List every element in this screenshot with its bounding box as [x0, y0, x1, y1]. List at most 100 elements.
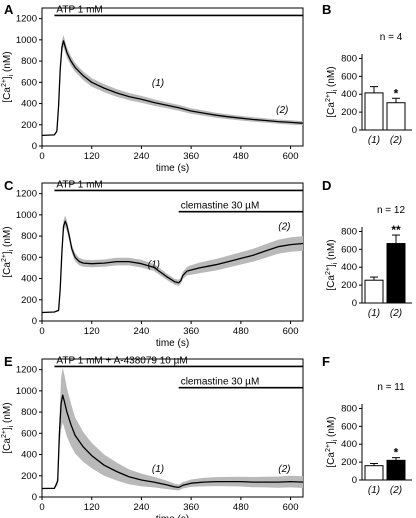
y-axis-label-part: ]	[2, 427, 13, 430]
y-tick-label: 200	[21, 295, 37, 306]
y-tick-label: 600	[21, 77, 37, 88]
y-tick-label: 800	[21, 231, 37, 242]
panel-letter: B	[322, 2, 331, 17]
y-axis-label-part: [Ca	[326, 275, 337, 291]
timepoint-label: (1)	[152, 78, 164, 89]
y-tick-label: 600	[21, 428, 37, 439]
y-tick-label: 400	[341, 439, 357, 450]
y-axis-label: [Ca2+]i (nM)	[1, 402, 15, 453]
y-axis-label: [Ca2+]i (nM)	[325, 239, 339, 290]
x-tick-label: 480	[233, 151, 249, 162]
y-axis-label-part: [Ca	[2, 87, 13, 103]
y-tick-label: 800	[341, 53, 357, 64]
category-label: (2)	[390, 485, 402, 496]
y-axis-label-part: 2+	[1, 79, 8, 87]
x-tick-label: 600	[283, 151, 299, 162]
y-axis-label-part: i	[332, 262, 339, 264]
x-tick-label: 600	[283, 502, 299, 513]
y-axis-label-part: [Ca	[326, 102, 337, 118]
y-axis-label-part: 2+	[325, 444, 332, 452]
n-label: n = 12	[377, 205, 406, 216]
x-tick-label: 240	[133, 502, 149, 513]
x-axis-label: time (s)	[156, 163, 189, 174]
x-tick-label: 240	[133, 326, 149, 337]
treatment-label: clemastine 30 µM	[181, 377, 260, 388]
y-tick-label: 600	[341, 421, 357, 432]
significance-marker: *	[394, 86, 399, 100]
y-axis-label-part: 2+	[1, 430, 8, 438]
y-axis-label-part: ]	[326, 441, 337, 444]
y-tick-label: 0	[352, 125, 357, 136]
x-tick-label: 240	[133, 151, 149, 162]
sem-band	[42, 367, 303, 491]
x-tick-label: 0	[39, 326, 44, 337]
n-label: n = 4	[380, 32, 403, 43]
y-tick-label: 600	[341, 244, 357, 255]
sem-band	[42, 35, 303, 136]
y-tick-label: 200	[341, 280, 357, 291]
category-label: (2)	[390, 135, 402, 146]
n-label: n = 11	[377, 382, 405, 393]
panel-letter: A	[4, 2, 14, 17]
y-tick-label: 400	[341, 89, 357, 100]
treatment-label: ATP 1 mM	[56, 4, 102, 15]
y-axis-label-part: 2+	[1, 254, 8, 262]
x-tick-label: 120	[84, 326, 100, 337]
x-tick-label: 360	[183, 326, 199, 337]
treatment-label: ATP 1 mM	[56, 179, 102, 190]
y-tick-label: 1200	[16, 189, 37, 200]
y-axis-label-part: [Ca	[2, 262, 13, 278]
y-tick-label: 1200	[16, 365, 37, 376]
bar	[386, 102, 406, 131]
y-tick-label: 400	[21, 450, 37, 461]
y-tick-label: 200	[21, 471, 37, 482]
y-axis-label-part: (nM)	[2, 51, 13, 74]
y-axis-label-part: i	[8, 249, 15, 251]
bar	[386, 243, 406, 304]
x-tick-label: 0	[39, 502, 44, 513]
x-axis-label: time (s)	[156, 338, 189, 349]
y-tick-label: 1000	[16, 35, 37, 46]
y-tick-label: 0	[32, 492, 37, 503]
x-tick-label: 480	[233, 502, 249, 513]
y-tick-label: 1000	[16, 210, 37, 221]
y-axis-label-part: [Ca	[326, 452, 337, 468]
y-axis-label-part: ]	[2, 76, 13, 79]
plot-frame	[41, 7, 304, 147]
y-axis-label-part: (nM)	[326, 416, 337, 439]
significance-marker: *	[394, 446, 399, 460]
category-label: (1)	[368, 485, 380, 496]
y-tick-label: 600	[21, 252, 37, 263]
y-tick-label: 0	[352, 475, 357, 486]
y-tick-label: 200	[21, 120, 37, 131]
x-tick-label: 360	[183, 502, 199, 513]
y-tick-label: 800	[21, 56, 37, 67]
y-tick-label: 400	[21, 274, 37, 285]
category-label: (2)	[390, 308, 402, 319]
mean-trace	[41, 394, 304, 490]
timepoint-label: (1)	[148, 259, 160, 270]
y-axis-label-part: [Ca	[2, 438, 13, 454]
y-axis-label-part: (nM)	[2, 226, 13, 249]
y-axis-label-part: i	[332, 439, 339, 441]
y-axis-label: [Ca2+]i (nM)	[325, 416, 339, 467]
y-axis-label: [Ca2+]i (nM)	[1, 51, 15, 102]
y-tick-label: 400	[21, 99, 37, 110]
y-tick-label: 200	[341, 107, 357, 118]
timepoint-label: (2)	[278, 464, 290, 475]
y-axis-label-part: i	[8, 74, 15, 76]
trace-panel-e: E ATP 1 mM + A-438079 10 µM clemastine 30 …	[1, 354, 304, 518]
y-tick-label: 0	[32, 141, 37, 152]
significance-marker: **	[391, 223, 401, 237]
y-axis-label-part: i	[8, 425, 15, 427]
y-axis-label-part: (nM)	[2, 402, 13, 425]
y-tick-label: 1000	[16, 386, 37, 397]
category-label: (1)	[368, 308, 380, 319]
plot-frame	[41, 358, 304, 498]
y-axis-label-part: i	[332, 89, 339, 91]
panel-letter: E	[4, 354, 13, 369]
y-axis-label-part: (nM)	[326, 66, 337, 89]
x-axis-label: time (s)	[156, 514, 189, 518]
bar	[386, 459, 406, 481]
